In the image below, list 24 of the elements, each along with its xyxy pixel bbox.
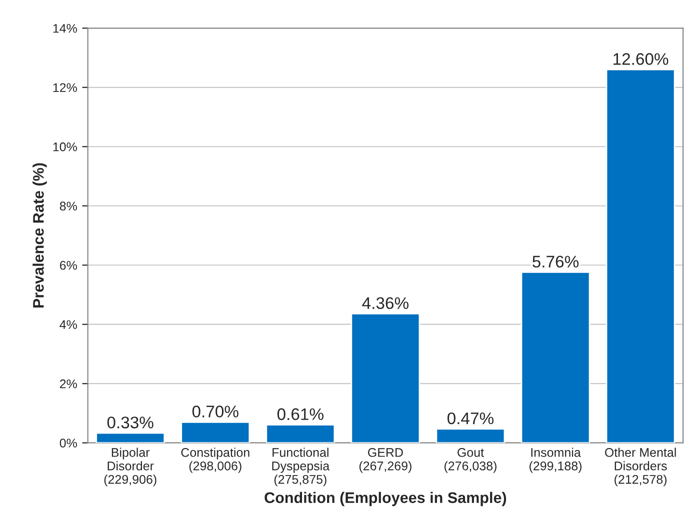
y-axis-title: Prevalence Rate (%) [32,163,47,308]
data-label: 4.36% [362,297,408,310]
x-tick-label: Insomnia (299,188) [530,448,582,473]
data-label: 0.33% [107,416,154,428]
x-axis-title: Condition (Employees in Sample) [264,492,506,506]
y-tick-label: 4% [60,320,77,329]
data-label: 0.70% [192,406,238,418]
y-tick-label: 2% [60,379,77,388]
x-tick-label: Bipolar Disorder (229,906) [104,448,156,486]
y-tick-label: 8% [60,202,77,211]
data-label: 0.47% [448,412,494,424]
y-tick-label: 0% [60,438,77,448]
x-tick-label: Constipation (298,006) [181,448,250,473]
x-tick-label: Functional Dyspepsia (275,875) [272,448,330,486]
y-tick-label: 6% [60,260,77,270]
data-label: 12.60% [614,53,668,65]
x-tick-label: GERD (267,269) [359,448,412,473]
data-label: 0.61% [277,408,324,420]
y-tick-label: 14% [53,24,77,33]
x-tick-label: Other Mental Disorders (212,578) [605,448,676,486]
data-label: 5.76% [532,256,579,268]
y-tick-label: 12% [53,83,77,92]
x-tick-label: Gout (276,038) [444,448,496,473]
y-tick-label: 10% [53,142,77,152]
